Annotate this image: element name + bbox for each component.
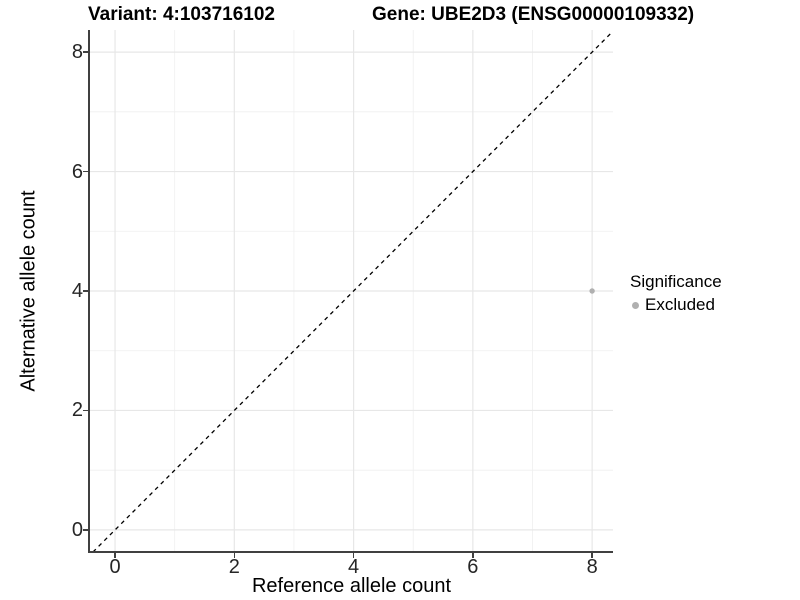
- identity-line: [92, 30, 613, 552]
- x-tick-mark: [114, 553, 116, 558]
- y-tick-label: 4: [71, 280, 83, 302]
- x-tick-mark: [591, 553, 593, 558]
- y-tick-mark: [83, 409, 88, 412]
- y-tick-label: 6: [71, 160, 83, 183]
- x-tick-label: 6: [467, 556, 479, 578]
- x-tick-label: 8: [586, 556, 598, 578]
- y-tick-mark: [83, 170, 88, 173]
- x-tick-label: 4: [348, 556, 360, 578]
- plot-title-variant: Variant: 4:103716102: [88, 4, 275, 25]
- x-tick-mark: [352, 553, 355, 558]
- data-point: [589, 288, 595, 294]
- x-tick-mark: [472, 553, 474, 558]
- y-tick-label: 0: [71, 518, 83, 541]
- y-tick-mark: [83, 290, 88, 292]
- legend-item-excluded: Excluded: [630, 295, 722, 315]
- y-axis-line: [88, 30, 90, 553]
- plot-title-gene: Gene: UBE2D3 (ENSG00000109332): [372, 4, 695, 25]
- x-tick-label: 2: [228, 556, 240, 578]
- y-tick-mark: [83, 529, 88, 531]
- y-tick-label: 2: [71, 399, 83, 422]
- x-axis-line: [88, 551, 613, 553]
- y-tick-label: 8: [71, 41, 83, 64]
- y-tick-mark: [83, 51, 88, 53]
- legend-item-label: Excluded: [645, 295, 715, 314]
- legend: Significance Excluded: [630, 272, 722, 315]
- legend-point-icon: [632, 301, 639, 309]
- legend-title: Significance: [630, 272, 722, 291]
- plot-panel: [90, 30, 613, 552]
- y-axis-title: Alternative allele count: [17, 190, 40, 392]
- x-tick-label: 0: [109, 556, 121, 578]
- x-tick-mark: [233, 553, 236, 558]
- x-axis-title: Reference allele count: [251, 575, 451, 597]
